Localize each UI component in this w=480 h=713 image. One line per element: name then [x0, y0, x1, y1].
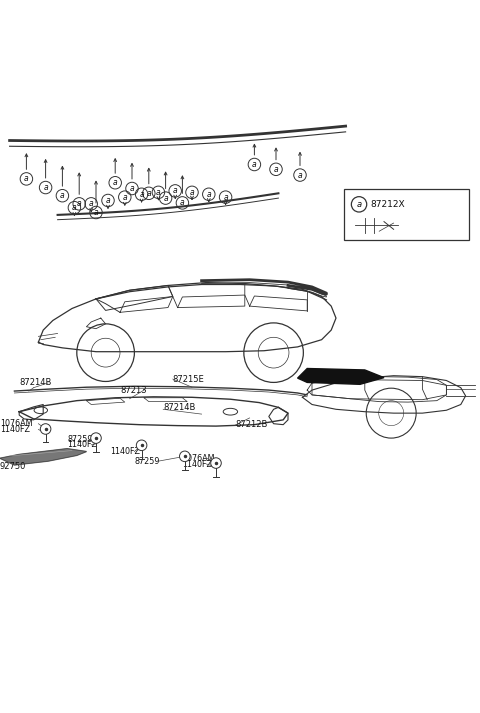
FancyBboxPatch shape: [344, 190, 469, 240]
Text: a: a: [190, 188, 194, 197]
Circle shape: [91, 433, 101, 443]
Text: a: a: [357, 200, 361, 209]
Text: 1140FZ: 1140FZ: [110, 447, 140, 456]
Text: 1076AM: 1076AM: [0, 419, 33, 429]
Circle shape: [180, 451, 190, 461]
Text: 87213: 87213: [120, 386, 146, 394]
Text: a: a: [173, 186, 178, 195]
Text: 1140FZ: 1140FZ: [0, 425, 30, 434]
Polygon shape: [298, 369, 384, 384]
Text: a: a: [298, 170, 302, 180]
Text: 87259: 87259: [134, 456, 160, 466]
Text: 92750: 92750: [0, 463, 26, 471]
Text: a: a: [113, 178, 118, 188]
Text: a: a: [223, 193, 228, 202]
Text: 87259: 87259: [67, 434, 93, 443]
Text: 1076AM: 1076AM: [182, 453, 215, 463]
Text: 87212B: 87212B: [235, 420, 267, 429]
Text: a: a: [206, 190, 211, 199]
Text: a: a: [163, 194, 168, 202]
Text: a: a: [60, 191, 65, 200]
Text: a: a: [252, 160, 257, 169]
Text: 1140FZ: 1140FZ: [182, 459, 212, 468]
Text: 87214B: 87214B: [19, 379, 51, 387]
Circle shape: [136, 440, 147, 451]
Circle shape: [211, 458, 221, 468]
Text: 87212X: 87212X: [371, 200, 405, 209]
Text: a: a: [146, 189, 151, 198]
Text: a: a: [274, 165, 278, 174]
Text: a: a: [130, 184, 134, 193]
Text: a: a: [77, 200, 82, 208]
Text: 1140FZ: 1140FZ: [67, 441, 97, 449]
Polygon shape: [0, 448, 86, 465]
Text: 87214B: 87214B: [163, 404, 195, 412]
Text: a: a: [89, 200, 94, 208]
Text: a: a: [94, 208, 98, 217]
Text: a: a: [43, 183, 48, 192]
Text: a: a: [139, 190, 144, 199]
Text: a: a: [106, 196, 110, 205]
Text: a: a: [72, 203, 77, 212]
Text: a: a: [24, 175, 29, 183]
Text: a: a: [180, 198, 185, 207]
Text: a: a: [122, 193, 127, 202]
Text: 87215E: 87215E: [173, 375, 204, 384]
Circle shape: [40, 424, 51, 434]
Text: a: a: [156, 188, 161, 197]
